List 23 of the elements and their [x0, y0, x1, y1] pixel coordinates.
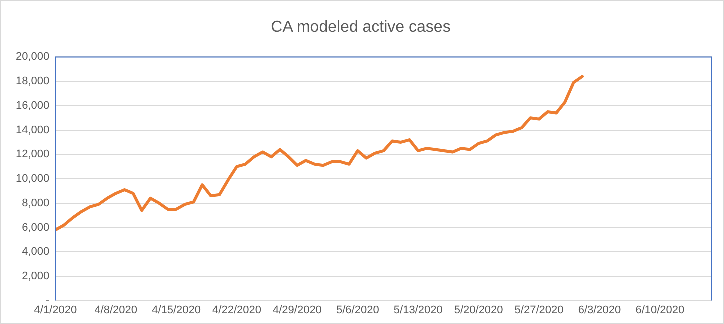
x-tick-label: 4/22/2020 [212, 304, 262, 316]
y-tick-label: 2,000 [22, 270, 50, 282]
y-tick-label: 4,000 [22, 246, 50, 258]
y-tick-label: 10,000 [16, 173, 50, 186]
x-tick-label: 5/27/2020 [514, 304, 564, 316]
y-tick-label: 20,000 [16, 51, 50, 64]
x-tick-label: 5/13/2020 [394, 304, 443, 316]
y-tick-label: 16,000 [16, 100, 50, 112]
x-tick-label: 6/10/2020 [636, 304, 685, 316]
x-tick-label: 5/6/2020 [336, 304, 380, 316]
x-tick-label: 4/15/2020 [152, 304, 202, 316]
x-tick-label: 5/20/2020 [454, 304, 504, 316]
x-tick-label: 4/1/2020 [34, 304, 78, 316]
y-tick-label: 6,000 [22, 222, 50, 234]
x-tick-label: 6/3/2020 [578, 304, 622, 316]
x-tick-label: 4/29/2020 [272, 304, 322, 316]
y-tick-label: 14,000 [16, 124, 50, 136]
y-tick-label: 18,000 [16, 76, 50, 88]
y-tick-label: - [46, 294, 50, 307]
y-tick-label: 8,000 [22, 197, 50, 210]
y-tick-label: 12,000 [16, 148, 50, 161]
x-tick-label: 4/8/2020 [94, 304, 138, 316]
chart-title: CA modeled active cases [271, 19, 451, 36]
